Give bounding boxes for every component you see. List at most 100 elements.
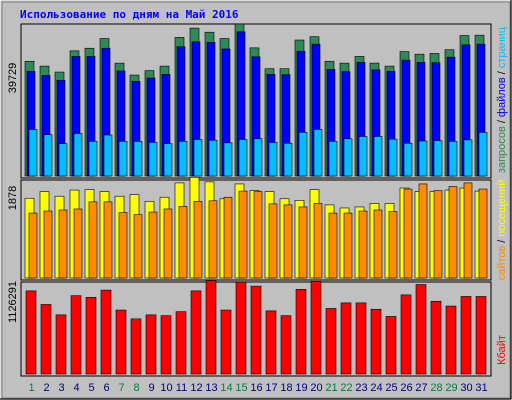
bar-pages-day-28: [433, 140, 443, 177]
bars-kbytes-group: [25, 280, 487, 375]
bar-pages-day-17: [268, 142, 278, 177]
bar-sites-day-23: [358, 210, 368, 279]
x-tick-day-2: 2: [43, 382, 49, 394]
bar-pages-day-26: [403, 142, 413, 177]
bar-pages-day-18: [283, 142, 293, 177]
bar-pages-day-2: [43, 134, 53, 177]
bar-pages-day-5: [88, 141, 98, 177]
bar-pages-day-9: [148, 142, 158, 177]
bar-pages-day-4: [73, 133, 83, 177]
bar-sites-day-17: [268, 203, 278, 279]
x-tick-day-6: 6: [103, 382, 109, 394]
x-tick-day-27: 27: [415, 382, 427, 394]
bar-kbytes-day-28: [430, 300, 442, 375]
bar-kbytes-day-9: [145, 314, 157, 375]
bar-sites-day-1: [28, 212, 38, 279]
bar-sites-day-14: [223, 196, 233, 279]
bar-kbytes-day-16: [250, 285, 262, 375]
bar-pages-day-24: [373, 136, 383, 177]
bar-kbytes-day-23: [355, 302, 367, 375]
bar-kbytes-day-5: [85, 296, 97, 375]
bar-pages-day-29: [448, 141, 458, 177]
bar-pages-day-20: [313, 129, 323, 177]
x-tick-day-24: 24: [370, 382, 382, 394]
bar-kbytes-day-25: [385, 316, 397, 375]
bar-pages-day-21: [328, 141, 338, 177]
bar-sites-day-25: [388, 211, 398, 279]
bar-kbytes-day-18: [280, 315, 292, 375]
x-tick-day-9: 9: [148, 382, 154, 394]
x-tick-day-15: 15: [235, 382, 247, 394]
bar-kbytes-day-8: [130, 318, 142, 375]
bar-pages-day-23: [358, 136, 368, 177]
bar-sites-day-24: [373, 209, 383, 279]
bar-sites-day-18: [283, 204, 293, 279]
bar-kbytes-day-31: [475, 296, 487, 375]
legend-pages-label: страниц: [496, 26, 508, 68]
bar-sites-day-31: [478, 188, 488, 279]
bar-kbytes-day-27: [415, 284, 427, 375]
bar-sites-day-13: [208, 200, 218, 279]
x-tick-day-3: 3: [58, 382, 64, 394]
x-tick-day-19: 19: [295, 382, 307, 394]
bar-kbytes-day-7: [115, 309, 127, 375]
bar-sites-day-7: [118, 212, 128, 279]
bar-kbytes-day-30: [460, 296, 472, 375]
x-tick-day-12: 12: [190, 382, 202, 394]
x-tick-day-31: 31: [475, 382, 487, 394]
bar-pages-day-3: [58, 143, 68, 177]
max-label-kbytes: 1126291: [7, 281, 19, 323]
x-tick-day-1: 1: [28, 382, 34, 394]
x-tick-day-22: 22: [340, 382, 352, 394]
bar-sites-day-10: [163, 208, 173, 279]
bar-kbytes-day-26: [400, 294, 412, 375]
x-tick-day-29: 29: [445, 382, 457, 394]
chart-title: Использование по дням на Май 2016: [20, 8, 239, 21]
bar-kbytes-day-3: [55, 314, 67, 375]
bar-sites-day-29: [448, 186, 458, 279]
legend-visits-label: посещений: [496, 180, 508, 237]
bar-kbytes-day-11: [175, 311, 187, 375]
bar-sites-day-28: [433, 190, 443, 279]
x-tick-day-28: 28: [430, 382, 442, 394]
bar-sites-day-21: [328, 212, 338, 279]
x-tick-day-20: 20: [310, 382, 322, 394]
bar-sites-day-30: [463, 182, 473, 279]
legend-sites-label: сайтов: [496, 246, 508, 281]
bar-kbytes-day-19: [295, 288, 307, 375]
bar-kbytes-day-6: [100, 289, 112, 375]
bar-kbytes-day-15: [235, 281, 247, 375]
bar-pages-day-11: [178, 141, 188, 177]
bar-sites-day-5: [88, 201, 98, 279]
bar-kbytes-day-10: [160, 315, 172, 375]
bar-kbytes-day-14: [220, 309, 232, 375]
bar-sites-day-22: [343, 212, 353, 279]
x-tick-day-14: 14: [220, 382, 232, 394]
x-tick-day-23: 23: [355, 382, 367, 394]
bar-pages-day-27: [418, 140, 428, 177]
x-tick-day-4: 4: [73, 382, 79, 394]
bar-pages-day-15: [238, 139, 248, 177]
x-tick-day-10: 10: [160, 382, 172, 394]
bar-sites-day-4: [73, 208, 83, 279]
x-tick-day-26: 26: [400, 382, 412, 394]
bar-pages-day-25: [388, 138, 398, 177]
bar-pages-day-14: [223, 142, 233, 177]
bar-sites-day-3: [58, 209, 68, 279]
bar-sites-day-26: [403, 188, 413, 279]
bar-kbytes-day-24: [370, 308, 382, 375]
bar-sites-day-9: [148, 211, 158, 279]
legend-visits: сайтов/посещений: [496, 180, 508, 281]
bar-kbytes-day-13: [205, 280, 217, 375]
bar-sites-day-16: [253, 191, 263, 279]
bars-visits-group: [24, 176, 488, 279]
x-axis-day-labels: 1 2 3 4 5 6 7 8 9 10 11 12 13 14 15 16 17 18 19 20 21 22 23 24 2…: [28, 382, 487, 394]
bar-kbytes-day-22: [340, 302, 352, 375]
bar-sites-day-27: [418, 183, 428, 279]
legend-kbytes-label: Кбайт: [496, 335, 508, 365]
bar-kbytes-day-29: [445, 305, 457, 375]
bar-pages-day-6: [103, 134, 113, 177]
x-tick-day-17: 17: [265, 382, 277, 394]
x-tick-day-16: 16: [250, 382, 262, 394]
